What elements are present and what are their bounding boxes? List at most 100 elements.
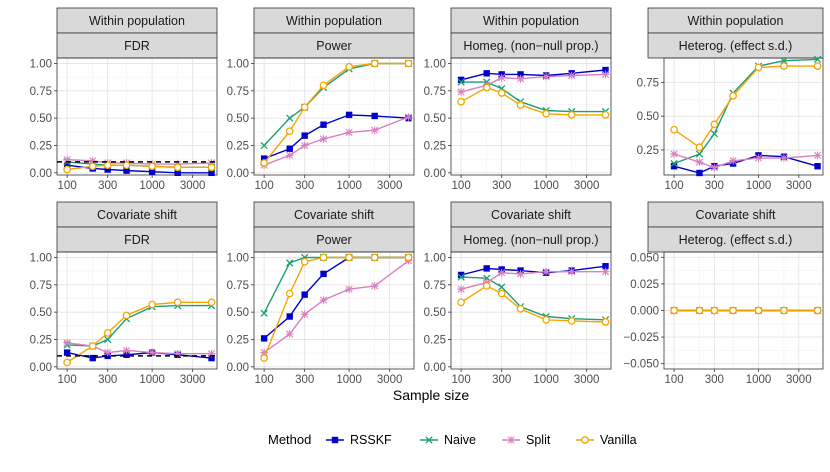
data-point — [208, 169, 215, 177]
strip-bottom-label: Power — [316, 39, 351, 53]
panel-2: Within population Homeg. (non−null prop.)… — [424, 7, 612, 192]
data-point — [567, 111, 576, 119]
x-tick-label: 300 — [295, 180, 314, 192]
data-point — [567, 267, 576, 276]
y-tick-label: 1.00 — [30, 58, 52, 70]
y-tick-label: 0.25 — [424, 334, 446, 346]
data-point-shape — [482, 282, 491, 290]
series-line — [263, 260, 409, 354]
y-tick-label: 0.50 — [227, 113, 249, 125]
strip-bottom — [56, 32, 218, 59]
data-point-shape — [148, 348, 156, 357]
data-point — [754, 154, 763, 162]
data-point — [498, 283, 506, 291]
data-point — [63, 338, 71, 347]
data-point — [371, 112, 378, 120]
data-point-shape — [457, 97, 465, 106]
x-tick-label: 1000 — [746, 374, 772, 386]
data-point-shape — [457, 76, 465, 84]
data-point-shape — [300, 103, 309, 112]
series-split — [670, 150, 822, 172]
data-point — [814, 163, 821, 170]
data-point-shape — [601, 267, 610, 276]
strip-top-label: Covariate shift — [491, 208, 571, 222]
data-point-shape — [208, 169, 215, 177]
data-point — [780, 154, 788, 162]
strip-bottom — [253, 32, 415, 59]
data-point — [457, 76, 465, 84]
data-point — [601, 111, 610, 119]
data-point-shape — [516, 74, 525, 83]
data-point-shape — [813, 55, 822, 64]
y-tick-label: 0.75 — [424, 86, 446, 98]
data-point — [670, 306, 678, 315]
data-point-shape — [89, 354, 96, 362]
data-point — [89, 354, 96, 362]
y-tick-label: 0.25 — [30, 334, 52, 346]
data-point — [103, 329, 112, 337]
data-point — [695, 143, 704, 152]
x-tick-label: 300 — [705, 180, 724, 192]
data-point — [260, 335, 268, 342]
data-point-shape — [602, 263, 609, 270]
data-point-shape — [754, 154, 763, 162]
strip-bottom — [450, 32, 612, 59]
data-point-shape — [567, 111, 576, 119]
strip-bottom-label: Heterog. (effect s.d.) — [679, 233, 793, 247]
data-point-shape — [497, 89, 506, 97]
series-vanilla — [670, 62, 822, 152]
y-tick-label: 0.75 — [227, 86, 249, 98]
y-tick-label: 0.50 — [227, 307, 249, 319]
data-point-shape — [516, 101, 525, 109]
data-point — [457, 97, 465, 106]
data-point-shape — [345, 285, 353, 293]
strip-top — [253, 201, 415, 228]
data-point-shape — [542, 72, 550, 81]
data-point — [286, 145, 293, 152]
data-point-shape — [370, 253, 379, 262]
y-tick-label: 0.25 — [227, 140, 249, 152]
y-tick-label: 0.50 — [424, 307, 446, 319]
data-point-shape — [601, 111, 610, 119]
data-point-shape — [207, 159, 216, 167]
data-point-shape — [63, 165, 71, 174]
data-point — [285, 289, 294, 298]
panel-border — [56, 57, 218, 176]
data-point-shape — [88, 162, 97, 171]
data-point-shape — [483, 265, 490, 272]
data-point-shape — [300, 310, 309, 319]
data-point — [370, 253, 379, 262]
data-point — [404, 113, 413, 121]
data-point — [104, 335, 112, 344]
data-point — [695, 306, 704, 315]
data-point — [63, 155, 71, 164]
data-point-shape — [670, 306, 678, 315]
panel-border — [253, 251, 415, 370]
data-point-shape — [404, 113, 413, 121]
data-point-shape — [174, 169, 181, 177]
y-tick-label: −0.025 — [624, 332, 660, 344]
data-point-shape — [457, 271, 465, 279]
y-tick-label: 0.25 — [424, 140, 446, 152]
data-point — [148, 300, 156, 309]
data-point — [122, 311, 131, 320]
data-point-shape — [148, 300, 156, 309]
x-tick-label: 3000 — [180, 180, 206, 192]
x-tick-label: 300 — [98, 180, 117, 192]
data-point-shape — [285, 330, 294, 338]
data-point — [148, 162, 156, 171]
data-point-shape — [710, 306, 719, 315]
data-point — [88, 156, 97, 165]
data-point-shape — [207, 349, 216, 358]
data-point — [695, 150, 704, 158]
data-point — [516, 270, 525, 278]
data-point-shape — [482, 83, 491, 92]
data-point — [345, 285, 353, 293]
data-point — [300, 257, 309, 266]
strip-bottom — [450, 226, 612, 253]
data-point-shape — [301, 291, 308, 298]
data-point-shape — [63, 349, 71, 356]
y-tick-label: 1.00 — [227, 58, 249, 70]
data-point-shape — [601, 70, 610, 79]
legend-key-marker-shape — [507, 436, 515, 444]
